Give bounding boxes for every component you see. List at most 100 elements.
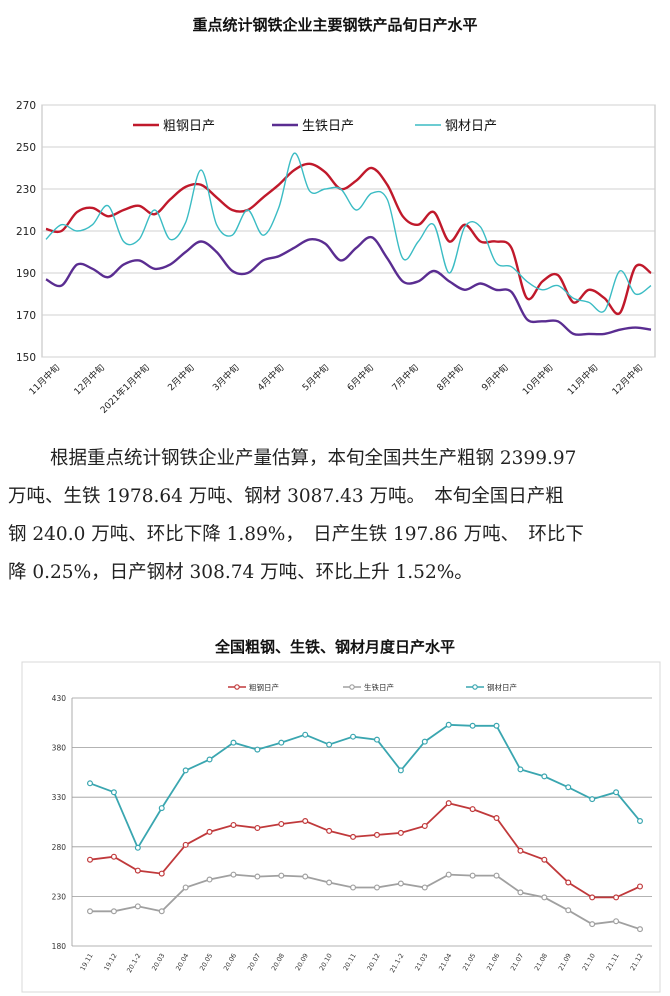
chart2-point-2-12 [373, 736, 380, 743]
chart2-x-tick-10: 20.10 [318, 952, 334, 972]
chart2-x-tick-23: 21.12 [628, 952, 644, 972]
chart2-point-1-7 [254, 873, 261, 880]
chart2-x-tick-3: 20.03 [150, 952, 166, 972]
chart2-point-2-9 [302, 731, 309, 738]
chart2-point-0-10 [326, 827, 333, 834]
chart1-title: 重点统计钢铁企业主要钢铁产品旬日产水平 [192, 16, 478, 34]
chart2-point-1-15 [445, 871, 452, 878]
chart2-point-0-16 [469, 806, 476, 813]
chart2-y-tick-5: 430 [52, 694, 67, 703]
chart2-point-2-6 [230, 739, 237, 746]
chart2-legend-label-1: 生铁日产 [364, 682, 394, 692]
chart2-series-line-1 [90, 873, 641, 930]
chart2-point-1-6 [230, 871, 237, 878]
chart2-point-1-21 [589, 921, 596, 928]
chart2-point-2-15 [445, 721, 452, 728]
chart2-point-2-5 [206, 756, 213, 763]
paragraph-line-4: 降 0.25%，日产钢材 308.74 万吨、环比上升 1.52%。 [8, 562, 473, 583]
chart1-legend-label-1: 生铁日产 [302, 119, 354, 134]
chart2-y-tick-3: 330 [52, 793, 67, 802]
chart2-point-0-11 [350, 833, 357, 840]
chart2-point-0-12 [373, 831, 380, 838]
chart2-point-0-3 [158, 870, 165, 877]
chart2-point-0-17 [493, 815, 500, 822]
chart2-x-tick-19: 21.08 [533, 952, 549, 972]
chart2-y-tick-4: 380 [52, 744, 67, 753]
chart2-point-0-5 [206, 828, 213, 835]
chart2-x-tick-17: 21.06 [485, 952, 501, 972]
chart2-y-tick-2: 280 [52, 843, 67, 852]
chart2-point-2-22 [613, 789, 620, 796]
chart2-point-1-16 [469, 872, 476, 879]
chart2-point-1-3 [158, 908, 165, 915]
chart2-y-tick-0: 180 [52, 942, 67, 951]
chart1-y-tick-3: 210 [16, 226, 36, 238]
chart2-point-1-17 [493, 872, 500, 879]
chart2-x-tick-2: 20.1-2 [125, 952, 142, 974]
chart2-point-1-12 [373, 884, 380, 891]
paragraph-line-2: 万吨、生铁 1978.64 万吨、钢材 3087.43 万吨。 本旬全国日产粗 [8, 486, 564, 507]
chart2-x-tick-4: 20.04 [174, 952, 190, 972]
chart2-x-tick-20: 21.09 [557, 952, 573, 972]
chart1-series-line-0 [45, 162, 652, 316]
chart2-x-tick-14: 21.03 [413, 952, 429, 972]
chart2-point-0-9 [302, 818, 309, 825]
chart2-point-0-0 [86, 856, 93, 863]
chart2-point-2-1 [110, 789, 117, 796]
chart1-series-line-2 [45, 152, 652, 313]
chart2-x-tick-12: 20.12 [365, 952, 381, 972]
chart2-point-0-2 [134, 867, 141, 874]
report-paragraph: 根据重点统计钢铁企业产量估算，本旬全国共生产粗钢 2399.97 万吨、生铁 1… [8, 440, 660, 592]
chart2-point-1-4 [182, 884, 189, 891]
chart2-point-2-2 [134, 844, 141, 851]
chart2-point-2-20 [565, 784, 572, 791]
chart2-point-1-20 [565, 907, 572, 914]
chart2-point-1-22 [613, 918, 620, 925]
chart2-x-tick-7: 20.07 [246, 952, 262, 972]
chart2-point-1-10 [326, 879, 333, 886]
chart2-point-0-19 [541, 856, 548, 863]
chart2-x-tick-21: 21.10 [581, 952, 597, 972]
chart2-point-2-14 [421, 738, 428, 745]
chart2-point-0-6 [230, 821, 237, 828]
chart2-point-2-7 [254, 746, 261, 753]
chart2-point-2-3 [158, 805, 165, 812]
chart2-point-1-18 [517, 889, 524, 896]
chart2-x-tick-1: 19.12 [102, 952, 118, 972]
chart2-point-1-9 [302, 873, 309, 880]
chart2-point-2-11 [350, 733, 357, 740]
chart2-point-2-18 [517, 766, 524, 773]
chart2-series-line-0 [89, 802, 641, 899]
chart2-point-0-13 [397, 829, 404, 836]
chart2-point-1-11 [350, 884, 357, 891]
chart2-point-0-22 [613, 894, 620, 901]
chart2-point-2-13 [397, 767, 404, 774]
chart2-x-tick-22: 21.11 [605, 952, 621, 972]
chart2-point-0-20 [565, 879, 572, 886]
chart2-outer-frame [21, 661, 661, 993]
chart1-y-tick-6: 270 [16, 100, 36, 112]
chart2-point-0-21 [589, 894, 596, 901]
chart2-point-1-1 [110, 908, 117, 915]
chart2-point-1-2 [134, 903, 141, 910]
chart2-series-line-2 [89, 723, 641, 850]
chart2-point-0-4 [182, 841, 189, 848]
chart2-point-1-13 [397, 880, 404, 887]
chart2-point-2-21 [589, 796, 596, 803]
chart1-y-tick-4: 230 [16, 184, 36, 196]
chart2-x-tick-11: 20.11 [342, 952, 358, 972]
chart1-y-tick-1: 170 [16, 310, 36, 322]
chart2-point-2-4 [182, 767, 189, 774]
chart2-point-1-19 [541, 894, 548, 901]
chart1-legend-label-0: 粗钢日产 [163, 119, 215, 134]
chart2-point-0-8 [278, 820, 285, 827]
chart2-point-1-8 [278, 872, 285, 879]
chart2-point-2-8 [278, 739, 285, 746]
chart2-legend-marker-2 [472, 684, 478, 690]
chart2-x-tick-16: 21.05 [461, 952, 477, 972]
chart1-y-tick-5: 250 [16, 142, 36, 154]
chart2-point-2-17 [493, 722, 500, 729]
chart2-point-1-0 [86, 908, 93, 915]
chart2-point-2-16 [469, 722, 476, 729]
